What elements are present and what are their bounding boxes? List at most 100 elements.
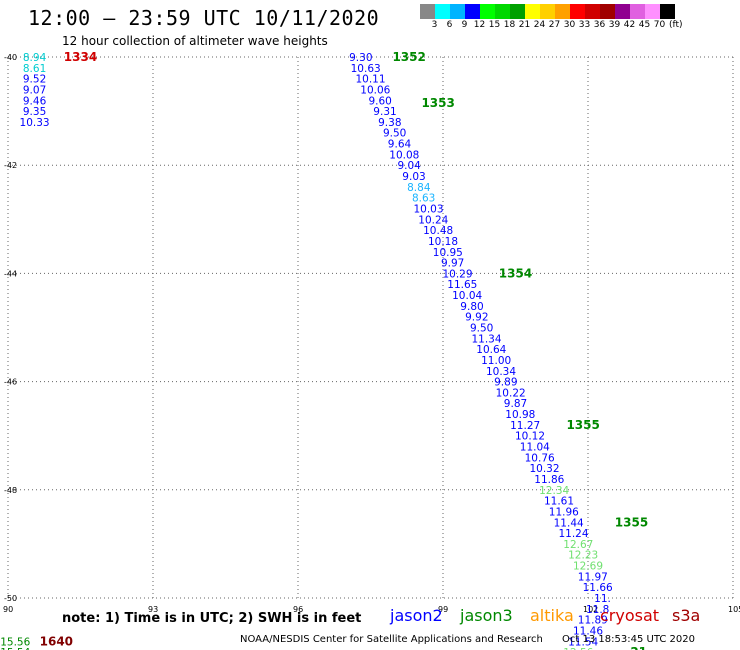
longitude-tick-label: 90 [3,605,13,614]
wave-height-reading: 9.46 [23,95,47,107]
pass-time-label: 1352 [392,50,425,64]
wave-height-reading: 11.46 [573,625,603,637]
wave-height-reading: 9.04 [397,160,421,172]
pass-time-label: 1355 [615,515,648,529]
wave-height-reading: 9.60 [368,95,391,107]
wave-height-reading: 11.04 [520,442,550,454]
wave-height-reading: 11.54 [568,636,598,648]
wave-height-reading: 11. [594,593,611,605]
wave-height-reading: 11.24 [558,528,588,540]
wave-height-reading: 15.54 [0,647,30,650]
scale-swatch [510,4,525,19]
scale-label: 21 [518,20,531,30]
pass-time-label: 1353 [421,96,454,110]
pass-time-label: 1334 [64,50,97,64]
wave-height-reading: 10.22 [496,387,526,399]
longitude-tick-label: 102 [583,605,598,614]
scale-label: 15 [488,20,501,30]
latitude-tick-label: -44 [4,269,17,278]
wave-height-reading: 10.63 [351,63,381,75]
scale-labels: 3 6 9 12 15 18 21 24 27 30 33 36 39 42 45 70 (ft) [420,19,683,31]
wave-height-reading: 10.33 [20,117,50,129]
wave-height-reading: 11.27 [510,420,540,432]
scale-swatch [630,4,645,19]
wave-height-reading: 12.23 [568,550,598,562]
wave-height-reading: 8.61 [23,63,46,75]
wave-height-reading: 10.08 [389,149,419,161]
wave-height-reading: 9.07 [23,84,46,96]
wave-height-reading: 10.12 [515,431,545,443]
scale-swatch [570,4,585,19]
latitude-tick-label: -48 [4,486,17,495]
scale-unit: (ft) [669,20,683,30]
wave-height-reading: 8.63 [412,193,435,205]
wave-height-reading: 10.95 [433,247,463,259]
footer-center: NOAA/NESDIS Center for Satellite Applica… [240,634,543,645]
wave-height-reading: 10.04 [452,290,482,302]
page-subtitle: 12 hour collection of altimeter wave hei… [62,34,328,48]
wave-height-reading: 10.76 [525,452,555,464]
wave-height-reading: 11.97 [578,571,608,583]
wave-height-reading: 11.66 [583,582,613,594]
scale-swatch [495,4,510,19]
legend-cryosat: cryosat [600,606,660,625]
wave-height-reading: 10.98 [505,409,535,421]
scale-label: 70 [653,20,666,30]
scale-swatch [660,4,675,19]
scale-label: 36 [593,20,606,30]
wave-height-reading: 9.50 [470,323,493,335]
pass-time-label: 1640 [40,634,73,648]
latitude-tick-label: -50 [4,594,17,603]
latitude-tick-label: -42 [4,161,17,170]
wave-height-reading: 11.8 [586,604,609,616]
wave-height-reading: 10.24 [418,214,448,226]
wave-height-reading: 10.03 [413,203,443,215]
wave-height-reading: 10.64 [476,344,506,356]
scale-swatch [645,4,660,19]
wave-height-reading: 9.89 [494,377,517,389]
wave-height-reading: 15.56 [0,636,30,648]
wave-height-reading: 9.87 [504,398,527,410]
scale-swatch [555,4,570,19]
wave-height-color-scale: 3 6 9 12 15 18 21 24 27 30 33 36 39 42 45 70 (ft) [420,4,683,31]
scale-label: 18 [503,20,516,30]
legend-s3a: s3a [672,606,701,625]
pass-time-label: 1355 [566,418,599,432]
wave-height-reading: 12.69 [573,561,603,573]
scale-swatch [420,4,435,19]
scale-swatch [435,4,450,19]
page-title: 12:00 – 23:59 UTC 10/11/2020 [28,6,380,30]
scale-label: 3 [431,20,438,30]
legend-jason3: jason3 [460,606,513,625]
scale-label: 45 [638,20,651,30]
wave-height-reading: 10.06 [360,84,390,96]
scale-swatch [540,4,555,19]
scale-swatch [525,4,540,19]
wave-height-reading: 11.89 [578,615,608,627]
footer: NOAA/NESDIS Center for Satellite Applica… [240,634,711,645]
scale-label: 42 [623,20,636,30]
wave-height-reading: 10.11 [355,74,385,86]
legend-altika: altika [530,606,574,625]
wave-height-reading: 8.84 [407,182,431,194]
scale-label: 39 [608,20,621,30]
scale-label: 9 [461,20,468,30]
legend-jason2: jason2 [390,606,443,625]
wave-height-reading: 10.29 [442,268,472,280]
footer-timestamp: Oct 13 18:53:45 UTC 2020 [562,634,695,645]
wave-height-reading: 11.44 [554,517,584,529]
wave-height-reading: 11.34 [471,333,501,345]
pass-time-label: 1354 [499,266,532,280]
latitude-tick-label: -40 [4,53,17,62]
wave-height-reading: 9.64 [388,139,412,151]
wave-height-reading: 9.52 [23,74,46,86]
scale-label: 33 [578,20,591,30]
wave-height-reading: 10.48 [423,225,453,237]
scale-swatch [615,4,630,19]
pass-time-label: 21- [630,645,652,650]
scale-label: 30 [563,20,576,30]
scale-swatch [585,4,600,19]
wave-height-reading: 9.80 [460,301,483,313]
wave-height-reading: 9.97 [441,258,464,270]
